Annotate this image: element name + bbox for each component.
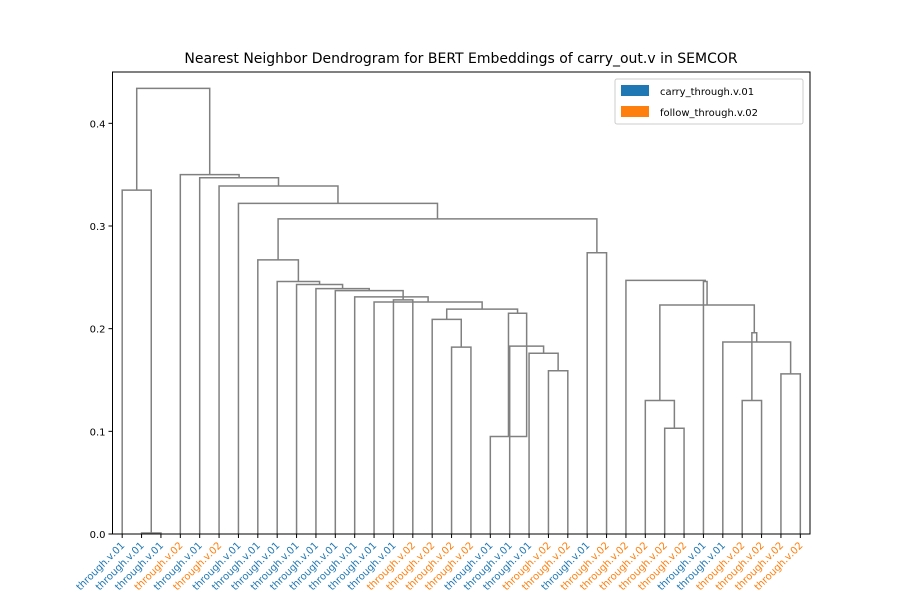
dendrogram-link — [257, 259, 300, 534]
legend-box — [614, 78, 804, 125]
dendrogram-link — [392, 299, 414, 534]
legend-swatch-carry-through — [621, 85, 649, 96]
y-tick-label: 0.3 — [90, 222, 106, 233]
dendrogram-link — [507, 312, 528, 437]
dendrogram-link — [276, 280, 321, 534]
dendrogram-link — [121, 189, 152, 534]
plot-frame — [112, 71, 811, 535]
y-axis: 0.0 0.1 0.2 0.3 0.4 — [90, 119, 113, 541]
chart-title: Nearest Neighbor Dendrogram for BERT Emb… — [184, 51, 738, 67]
dendrogram-link — [489, 346, 528, 534]
dendrogram-link — [373, 301, 483, 534]
legend: carry_through.v.01 follow_through.v.02 — [614, 78, 804, 125]
dendrogram-link — [528, 352, 559, 534]
x-axis: through.v.01through.v.01through.v.01thro… — [75, 534, 805, 593]
dendrogram-link — [315, 287, 370, 534]
dendrogram-link — [659, 304, 756, 401]
dendrogram-link — [135, 87, 211, 191]
legend-label-follow-through: follow_through.v.02 — [660, 108, 758, 119]
dendrogram-link — [431, 318, 462, 534]
legend-swatch-follow-through — [621, 106, 649, 117]
y-tick-label: 0.4 — [90, 119, 106, 130]
y-tick-label: 0.0 — [90, 530, 106, 541]
dendrogram-link — [586, 251, 608, 534]
dendrogram-link — [179, 173, 240, 534]
dendrogram-link — [547, 370, 569, 534]
dendrogram-link — [751, 332, 758, 401]
dendrogram-link — [237, 202, 439, 534]
dendrogram-link — [277, 218, 598, 260]
dendrogram-link — [450, 346, 472, 534]
y-tick-label: 0.2 — [90, 325, 106, 336]
dendrogram-link — [625, 279, 707, 534]
dendrogram-link — [445, 308, 519, 320]
dendrogram-link — [663, 427, 685, 534]
dendrogram-link — [780, 373, 802, 534]
y-tick-label: 0.1 — [90, 427, 106, 438]
dendrogram-link — [198, 176, 280, 534]
dendrogram-link — [702, 280, 708, 534]
dendrogram-link — [353, 296, 429, 534]
dendrogram-link — [644, 399, 676, 534]
dendrogram-link — [741, 399, 763, 534]
legend-label-carry-through: carry_through.v.01 — [660, 87, 754, 98]
dendrogram-links — [121, 87, 802, 534]
